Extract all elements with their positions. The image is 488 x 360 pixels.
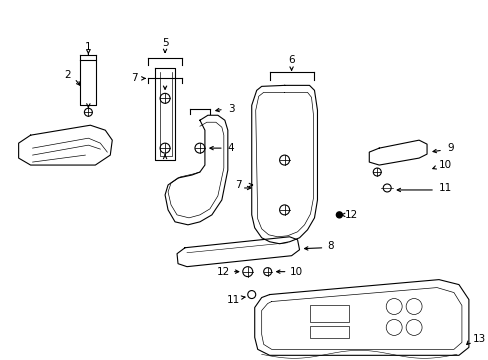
Text: 1: 1 bbox=[85, 41, 91, 51]
Text: 7: 7 bbox=[131, 73, 138, 84]
Text: 3: 3 bbox=[227, 104, 234, 114]
Text: 7: 7 bbox=[235, 180, 241, 190]
Bar bbox=[309, 327, 348, 338]
Text: 11: 11 bbox=[226, 294, 239, 305]
Text: 2: 2 bbox=[63, 71, 70, 80]
Text: 10: 10 bbox=[438, 160, 451, 170]
Circle shape bbox=[336, 212, 342, 218]
Text: 5: 5 bbox=[162, 37, 168, 48]
Bar bbox=[309, 305, 348, 323]
Text: 8: 8 bbox=[327, 241, 333, 251]
Text: 13: 13 bbox=[472, 334, 485, 345]
Text: 11: 11 bbox=[438, 183, 451, 193]
Text: 6: 6 bbox=[287, 55, 294, 66]
Text: 12: 12 bbox=[344, 210, 357, 220]
Text: 10: 10 bbox=[289, 267, 302, 276]
Text: 12: 12 bbox=[216, 267, 229, 276]
Text: 9: 9 bbox=[446, 143, 453, 153]
Text: 4: 4 bbox=[227, 143, 234, 153]
